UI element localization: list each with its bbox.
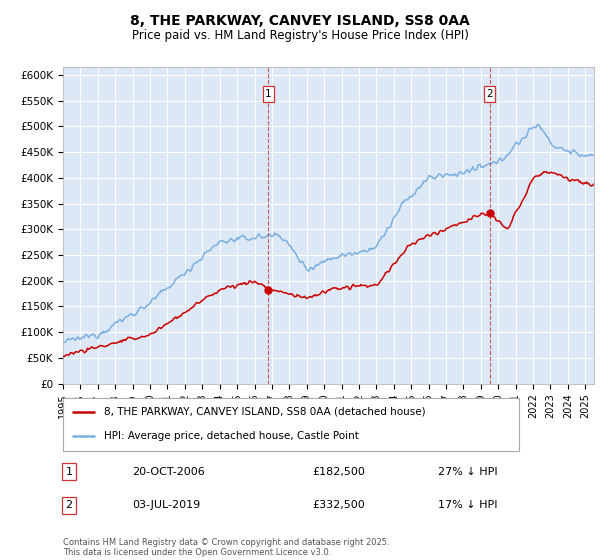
- Text: 17% ↓ HPI: 17% ↓ HPI: [438, 501, 497, 510]
- Text: Contains HM Land Registry data © Crown copyright and database right 2025.
This d: Contains HM Land Registry data © Crown c…: [63, 538, 389, 557]
- Text: 8, THE PARKWAY, CANVEY ISLAND, SS8 0AA (detached house): 8, THE PARKWAY, CANVEY ISLAND, SS8 0AA (…: [104, 407, 425, 417]
- Text: 1: 1: [65, 467, 73, 477]
- Text: 27% ↓ HPI: 27% ↓ HPI: [438, 467, 497, 477]
- Text: 2: 2: [65, 501, 73, 510]
- Text: £332,500: £332,500: [312, 501, 365, 510]
- Text: £182,500: £182,500: [312, 467, 365, 477]
- Text: 2: 2: [486, 89, 493, 99]
- Text: 8, THE PARKWAY, CANVEY ISLAND, SS8 0AA: 8, THE PARKWAY, CANVEY ISLAND, SS8 0AA: [130, 14, 470, 28]
- Text: HPI: Average price, detached house, Castle Point: HPI: Average price, detached house, Cast…: [104, 431, 359, 441]
- Text: Price paid vs. HM Land Registry's House Price Index (HPI): Price paid vs. HM Land Registry's House …: [131, 29, 469, 42]
- Text: 03-JUL-2019: 03-JUL-2019: [132, 501, 200, 510]
- Text: 20-OCT-2006: 20-OCT-2006: [132, 467, 205, 477]
- Text: 1: 1: [265, 89, 272, 99]
